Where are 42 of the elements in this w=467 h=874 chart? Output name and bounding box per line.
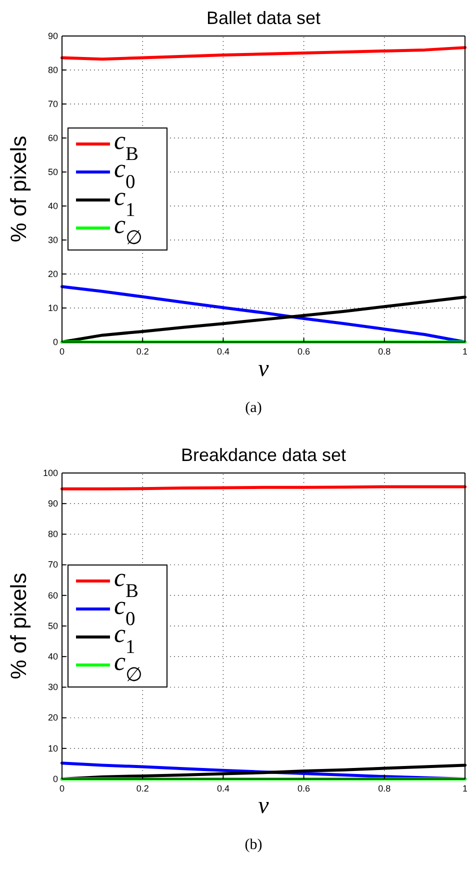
y-tick-label: 50 [48, 166, 58, 177]
chart-title: Breakdance data set [180, 445, 346, 465]
y-tick-label: 80 [48, 64, 58, 75]
x-tick-label: 0 [59, 346, 65, 356]
text: (a) [245, 400, 262, 416]
x-tick-label: 0.4 [216, 783, 230, 794]
x-tick-label: 1 [462, 346, 467, 356]
y-tick-label: 90 [48, 30, 58, 41]
y-tick-label: 40 [48, 651, 58, 662]
y-axis-title: % of pixels [6, 572, 31, 680]
x-tick-label: 0.2 [136, 783, 149, 794]
y-tick-label: 70 [48, 98, 58, 109]
x-tick-label: 0.4 [216, 346, 230, 356]
y-tick-label: 20 [48, 712, 58, 723]
x-tick-label: 0.8 [378, 346, 391, 356]
x-tick-label: 0.6 [298, 783, 310, 794]
x-tick-label: 0.6 [298, 346, 310, 356]
chart-title: Ballet data set [206, 8, 321, 28]
x-tick-label: 1 [462, 783, 467, 794]
y-tick-label: 10 [48, 302, 58, 313]
y-tick-label: 60 [48, 132, 58, 143]
y-tick-label: 100 [42, 468, 58, 478]
y-tick-label: 50 [48, 620, 58, 631]
x-tick-label: 0 [59, 783, 65, 794]
x-axis-title: v [258, 793, 270, 819]
y-tick-label: 90 [48, 498, 58, 508]
y-tick-label: 80 [48, 529, 58, 540]
y-tick-label: 20 [48, 268, 58, 279]
x-tick-label: 0.2 [136, 346, 149, 356]
x-axis-title: v [258, 356, 270, 382]
y-tick-label: 0 [52, 774, 58, 784]
text: (b) [244, 837, 262, 853]
y-tick-label: 10 [48, 743, 58, 754]
y-axis-title: % of pixels [6, 136, 31, 242]
y-tick-label: 30 [48, 682, 58, 692]
y-tick-label: 0 [52, 336, 58, 347]
x-tick-label: 0.8 [378, 783, 391, 794]
y-tick-label: 70 [48, 560, 58, 570]
y-tick-label: 30 [48, 234, 58, 245]
y-tick-label: 60 [48, 590, 58, 600]
y-tick-label: 40 [48, 200, 58, 211]
line-series [60, 46, 466, 61]
